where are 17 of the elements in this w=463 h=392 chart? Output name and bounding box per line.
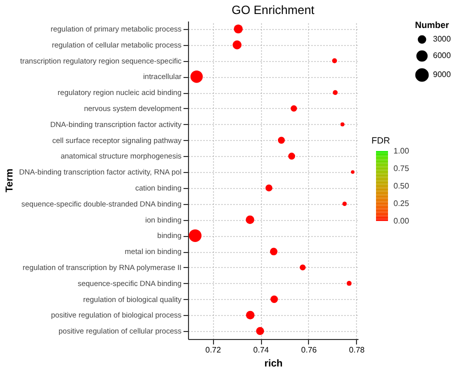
color-bar-title: FDR [372, 136, 390, 146]
x-tick-label: 0.74 [253, 346, 270, 354]
color-bar-label: 1.00 [394, 146, 410, 156]
legend-label: 9000 [433, 70, 452, 79]
color-bar-label: 0.50 [394, 182, 410, 190]
color-bar-label: 0.00 [394, 216, 410, 226]
x-tick-label: 0.78 [349, 346, 366, 354]
x-tick-label: 0.76 [301, 346, 318, 354]
color-bar-label: 0.25 [394, 199, 410, 208]
legend-title: Number [415, 20, 450, 30]
legend-label: 6000 [433, 51, 452, 60]
color-bar-label: 0.75 [394, 164, 410, 173]
legend-label: 3000 [433, 34, 452, 44]
x-axis-title: rich [264, 358, 283, 370]
x-tick-label: 0.72 [205, 346, 222, 354]
chart-title: GO Enrichment [232, 3, 316, 17]
y-axis-title: Term [4, 168, 16, 192]
